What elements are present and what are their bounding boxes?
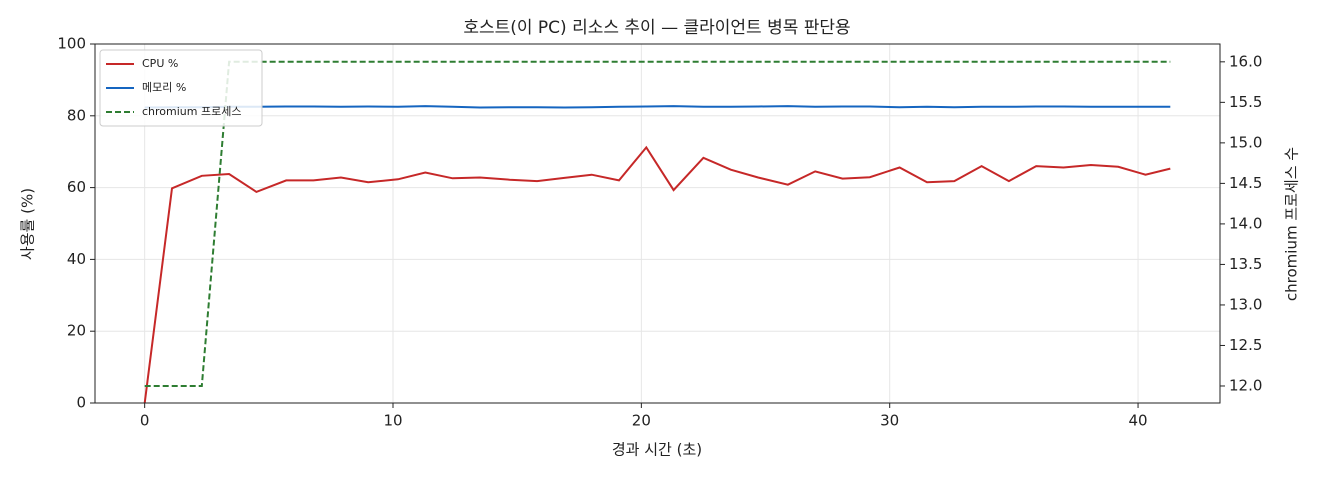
- y2-axis-label: chromium 프로세스 수: [1283, 147, 1301, 301]
- chart-title: 호스트(이 PC) 리소스 추이 — 클라이언트 병목 판단용: [463, 18, 850, 38]
- y2-tick-label: 14.0: [1229, 214, 1262, 232]
- y-tick-label: 20: [67, 322, 86, 340]
- y-tick-label: 100: [57, 35, 86, 53]
- y2-tick-label: 13.5: [1229, 255, 1262, 273]
- y2-tick-label: 15.5: [1229, 93, 1262, 111]
- legend-box: [99, 49, 263, 127]
- y2-tick-label: 12.0: [1229, 376, 1262, 394]
- y2-tick-label: 12.5: [1229, 336, 1262, 354]
- data-line: [144, 60, 1171, 387]
- y2-tick-label: 15.0: [1229, 133, 1262, 151]
- legend-label: 메모리 %: [142, 81, 186, 94]
- y2-tick-label: 13.0: [1229, 295, 1262, 313]
- x-tick-label: 40: [1128, 412, 1147, 430]
- plot-frame: [94, 43, 1221, 404]
- y-tick-label: 80: [67, 106, 86, 124]
- legend-label: chromium 프로세스: [142, 105, 241, 118]
- data-line: [143, 145, 1171, 404]
- data-line: [144, 105, 1171, 109]
- legend-label: CPU %: [142, 57, 178, 70]
- x-tick-label: 0: [140, 412, 150, 430]
- x-tick-label: 30: [880, 412, 899, 430]
- x-axis-label: 경과 시간 (초): [612, 441, 702, 459]
- y-tick-label: 40: [67, 250, 86, 268]
- y-axis-label: 사용률 (%): [19, 188, 37, 260]
- x-tick-label: 20: [632, 412, 651, 430]
- legend: CPU % 메모리 % chromium 프로세스: [99, 49, 263, 127]
- y-tick-label: 0: [76, 394, 86, 412]
- y-tick-label: 60: [67, 178, 86, 196]
- y2-tick-label: 16.0: [1229, 52, 1262, 70]
- x-tick-label: 10: [383, 412, 402, 430]
- y2-tick-label: 14.5: [1229, 174, 1262, 192]
